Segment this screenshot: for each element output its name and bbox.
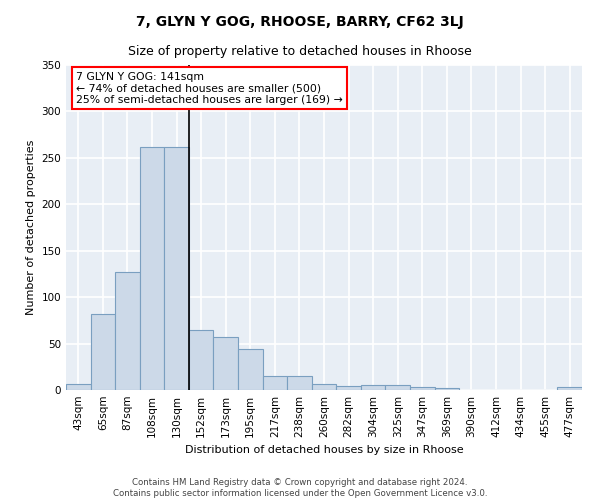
Bar: [385, 386, 410, 390]
Bar: [410, 387, 434, 390]
Bar: [263, 376, 287, 390]
Bar: [91, 314, 115, 390]
Bar: [189, 330, 214, 390]
Bar: [312, 384, 336, 390]
Bar: [557, 387, 582, 390]
Bar: [287, 376, 312, 390]
Bar: [140, 146, 164, 390]
Bar: [214, 337, 238, 390]
X-axis label: Distribution of detached houses by size in Rhoose: Distribution of detached houses by size …: [185, 446, 463, 456]
Bar: [164, 146, 189, 390]
Bar: [361, 386, 385, 390]
Bar: [434, 388, 459, 390]
Text: Contains HM Land Registry data © Crown copyright and database right 2024.
Contai: Contains HM Land Registry data © Crown c…: [113, 478, 487, 498]
Bar: [66, 384, 91, 390]
Y-axis label: Number of detached properties: Number of detached properties: [26, 140, 36, 315]
Bar: [336, 386, 361, 390]
Text: 7, GLYN Y GOG, RHOOSE, BARRY, CF62 3LJ: 7, GLYN Y GOG, RHOOSE, BARRY, CF62 3LJ: [136, 15, 464, 29]
Text: 7 GLYN Y GOG: 141sqm
← 74% of detached houses are smaller (500)
25% of semi-deta: 7 GLYN Y GOG: 141sqm ← 74% of detached h…: [76, 72, 343, 104]
Bar: [115, 272, 140, 390]
Text: Size of property relative to detached houses in Rhoose: Size of property relative to detached ho…: [128, 45, 472, 58]
Bar: [238, 349, 263, 390]
